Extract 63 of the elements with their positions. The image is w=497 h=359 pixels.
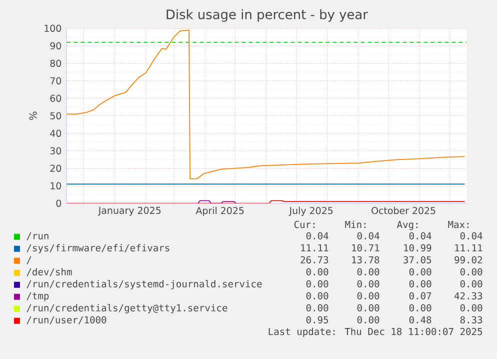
text: 99.02 <box>454 256 482 264</box>
text: 0.00 <box>306 292 328 300</box>
legend-label: /dev/shm <box>26 268 72 276</box>
text: Last update: Thu Dec 18 11:00:07 2025 <box>268 328 482 337</box>
y-tick-label: 100 <box>44 24 62 32</box>
legend-label: /run/credentials/getty@tty1.service <box>26 304 228 314</box>
y-tick-label: 0 <box>56 200 62 207</box>
text: 0.48 <box>409 316 432 324</box>
text: 0.04 <box>306 232 328 240</box>
y-tick-label: 30 <box>50 147 62 154</box>
text: 10.99 <box>404 244 432 252</box>
text: 10.71 <box>352 244 380 252</box>
text: 0.00 <box>357 268 380 276</box>
text: 0.04 <box>460 232 482 240</box>
y-tick-label: 70 <box>50 77 62 84</box>
text: 11.11 <box>455 244 482 252</box>
y-tick-label: 10 <box>50 182 62 190</box>
text: 0.95 <box>306 316 328 324</box>
text: 0.00 <box>306 280 328 288</box>
text: 42.33 <box>454 292 482 300</box>
text: 0.00 <box>357 304 380 312</box>
legend-label: / <box>26 256 32 264</box>
text: 0.00 <box>460 280 482 288</box>
text: 0.00 <box>306 268 328 276</box>
legend-label: /run/user/1000 <box>26 316 106 324</box>
x-tick-label: January 2025 <box>98 206 161 216</box>
text: 0.00 <box>409 280 432 288</box>
text: 8.33 <box>460 316 482 324</box>
text: 0.00 <box>460 268 482 276</box>
text: 0.04 <box>409 232 432 240</box>
text: 11.11 <box>301 244 328 252</box>
text: Max: <box>448 221 468 228</box>
y-axis-title: % <box>29 112 37 120</box>
text: 0.07 <box>409 292 432 300</box>
text: Cur: <box>294 220 314 228</box>
text: 0.00 <box>357 292 380 300</box>
text: 0.00 <box>409 304 432 312</box>
line-series <box>66 30 466 180</box>
x-tick-label: April 2025 <box>196 206 244 216</box>
y-tick-label: 60 <box>50 94 62 102</box>
legend-label: /run/credentials/systemd-journald.service <box>26 280 262 290</box>
x-tick-label: October 2025 <box>372 206 436 214</box>
legend-label: /run <box>26 232 48 240</box>
text: 0.04 <box>357 232 380 240</box>
y-tick-label: 50 <box>50 112 62 120</box>
text: 0.00 <box>409 268 432 276</box>
text: 0.00 <box>306 304 328 312</box>
text: 0.00 <box>460 304 482 312</box>
text: Min: <box>345 220 366 228</box>
y-tick-label: 80 <box>50 60 62 67</box>
x-tick-label: July 2025 <box>288 206 333 216</box>
y-tick-label: 90 <box>50 42 62 50</box>
text: 13.78 <box>352 256 380 264</box>
legend-label: /tmp <box>26 292 49 302</box>
y-tick-label: 20 <box>50 164 62 172</box>
chart-title: Disk usage in percent - by year <box>166 9 368 22</box>
y-tick-label: 40 <box>50 130 62 137</box>
text: 0.00 <box>357 316 380 324</box>
text: 0.00 <box>357 280 380 288</box>
text: 26.73 <box>300 256 328 264</box>
text: 37.05 <box>404 256 432 264</box>
text: Avg: <box>396 221 418 230</box>
legend-label: /sys/firmware/efi/efivars <box>26 244 170 254</box>
